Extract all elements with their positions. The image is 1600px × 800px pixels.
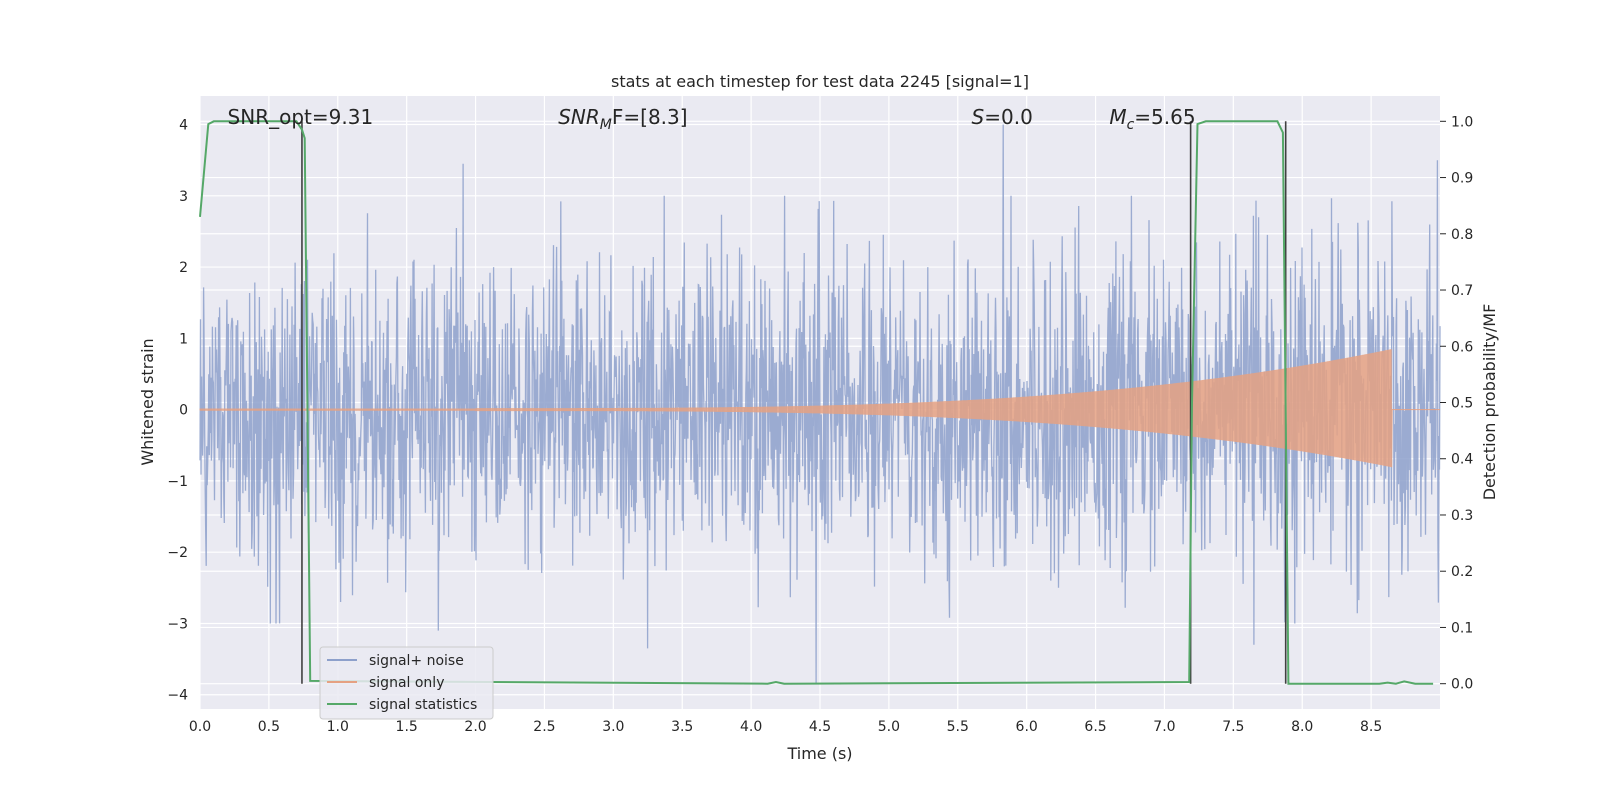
x-tick-label: 5.5 <box>947 719 969 735</box>
x-tick-label: 3.0 <box>602 719 624 735</box>
series-layer <box>199 120 1441 685</box>
chart-title: stats at each timestep for test data 224… <box>611 72 1029 91</box>
y-axis-right-label: Detection probability/MF <box>1480 304 1499 501</box>
x-tick-label: 7.5 <box>1222 719 1244 735</box>
legend-label-statistics: signal statistics <box>369 697 477 713</box>
x-tick-label: 8.5 <box>1360 719 1382 735</box>
annotation-3: Mc=5.65 <box>1109 105 1195 133</box>
x-tick-label: 6.5 <box>1084 719 1106 735</box>
y-tick-label-right: 0.4 <box>1451 452 1473 468</box>
x-tick-label: 7.0 <box>1153 719 1175 735</box>
y-tick-label-left: −1 <box>167 474 188 490</box>
x-axis-label: Time (s) <box>786 744 852 763</box>
y-tick-label-right: 0.7 <box>1451 283 1473 299</box>
y-tick-label-left: 3 <box>179 189 188 205</box>
y-tick-label-left: −3 <box>167 616 188 632</box>
annotation-1: SNRMF=[8.3] <box>558 105 687 133</box>
y-axis-label: Whitened strain <box>138 338 157 465</box>
legend-box <box>319 646 494 720</box>
y-tick-label-right: 0.8 <box>1451 227 1473 243</box>
legend-label-noise: signal+ noise <box>369 653 464 669</box>
y-tick-label-right: 0.1 <box>1451 620 1473 636</box>
y-tick-label-left: 0 <box>179 403 188 419</box>
y-tick-label-right: 0.9 <box>1451 171 1473 187</box>
y-tick-label-right: 0.0 <box>1451 677 1473 693</box>
y-tick-label-right: 1.0 <box>1451 114 1473 130</box>
y-tick-label-right: 0.2 <box>1451 564 1473 580</box>
x-tick-label: 1.5 <box>396 719 418 735</box>
x-tick-label: 1.0 <box>327 719 349 735</box>
annotation-0: SNR_opt=9.31 <box>228 105 374 129</box>
legend-label-signal: signal only <box>369 675 444 691</box>
x-tick-label: 6.0 <box>1016 719 1038 735</box>
y-tick-label-right: 0.3 <box>1451 508 1473 524</box>
x-tick-label: 0.5 <box>258 719 280 735</box>
y-tick-label-left: −2 <box>167 545 188 561</box>
ticks: 0.0 0.5 1.0 1.5 2.0 2.5 3.0 3.5 4.0 4.5 5.0 5.5 6.0 6… <box>167 114 1473 735</box>
x-tick-label: 4.5 <box>809 719 831 735</box>
y-tick-label-left: 2 <box>179 260 188 276</box>
x-tick-label: 3.5 <box>671 719 693 735</box>
x-tick-label: 5.0 <box>878 719 900 735</box>
x-tick-label: 2.0 <box>464 719 486 735</box>
x-tick-label: 8.0 <box>1291 719 1313 735</box>
y-tick-label-right: 0.6 <box>1451 339 1473 355</box>
y-tick-label-left: −4 <box>167 688 188 704</box>
legend: signal+ noise signal only signal statist… <box>319 646 494 720</box>
annotations: SNR_opt=9.31 SNRMF=[8.3] S=0.0 Mc=5.65 <box>228 105 1196 133</box>
y-tick-label-left: 1 <box>179 331 188 347</box>
y-tick-label-right: 0.5 <box>1451 396 1473 412</box>
annotation-2: S=0.0 <box>972 105 1033 129</box>
x-tick-label: 0.0 <box>189 719 211 735</box>
x-tick-label: 2.5 <box>533 719 555 735</box>
x-tick-label: 4.0 <box>740 719 762 735</box>
series-signal-statistics <box>199 120 1434 685</box>
series-signal-only <box>199 349 1440 468</box>
y-tick-label-left: 4 <box>179 118 188 134</box>
